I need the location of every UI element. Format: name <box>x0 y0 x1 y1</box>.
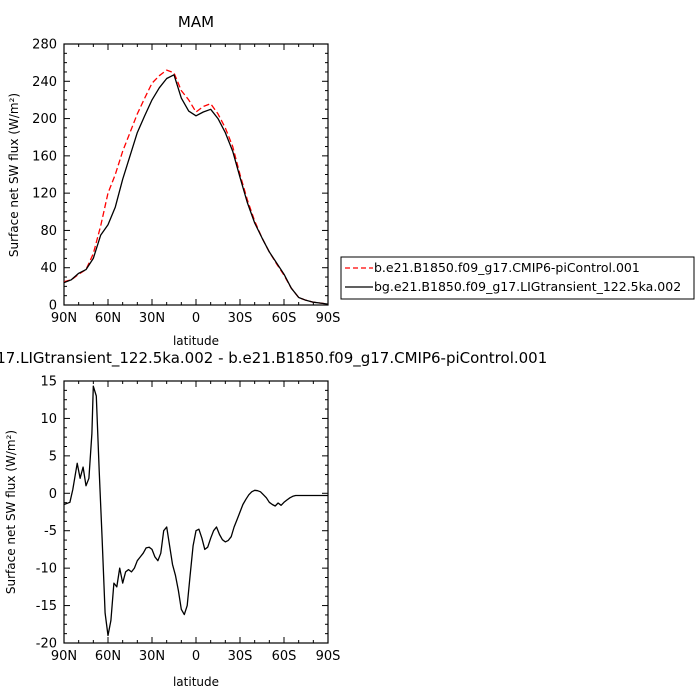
bottom-chart-y-tick-label: 0 <box>49 487 57 502</box>
bottom-chart-series-line-1 <box>63 385 328 637</box>
top-chart-series-line-2 <box>63 74 329 305</box>
top-chart-x-tick-label: 60S <box>272 311 297 326</box>
top-chart-x-tick-label: 0 <box>192 311 200 326</box>
bottom-chart-x-tick-label: 30N <box>139 649 165 664</box>
bottom-chart-y-tick-label: 5 <box>49 449 57 464</box>
bottom-chart-title: bg.e21.B1850.f09_g17.LIGtransient_122.5k… <box>0 349 547 368</box>
top-chart-series-line-1 <box>63 69 329 305</box>
bottom-plot-area: 90N 60N 30N 0 30S 60S 90S -20 -15 -10 -5 0 5 10 15 <box>36 375 341 665</box>
bottom-chart-x-tick-label: 60S <box>272 649 297 664</box>
top-chart-ylabel: Surface net SW flux (W/m²) <box>7 93 21 257</box>
bottom-chart-y-tick-label: 10 <box>40 412 57 427</box>
bottom-chart-y-tick-label: -20 <box>36 637 57 652</box>
top-chart-xlabel: latitude <box>173 334 219 348</box>
top-chart: MAM 90N 60N 30N 0 30S 60S 90S 0 40 80 120 160 200 240… <box>7 13 340 348</box>
top-chart-y-tick-label: 0 <box>49 299 57 314</box>
bottom-chart-y-tick-label: -15 <box>36 599 57 614</box>
bottom-chart-x-tick-label: 0 <box>192 649 200 664</box>
top-chart-y-tick-label: 280 <box>32 38 57 53</box>
bottom-chart-ylabel: Surface net SW flux (W/m²) <box>4 430 18 594</box>
bottom-chart-y-tick-label: -10 <box>36 562 57 577</box>
bottom-chart-ylabel-text: Surface net SW flux (W/m²) <box>4 430 18 594</box>
top-chart-y-tick-label: 80 <box>40 224 57 239</box>
legend-label-series-2: bg.e21.B1850.f09_g17.LIGtransient_122.5k… <box>374 279 681 294</box>
bottom-chart-x-tick-label: 90S <box>316 649 341 664</box>
top-chart-y-tick-label: 240 <box>32 75 57 90</box>
bottom-chart-xlabel: latitude <box>173 675 219 689</box>
top-chart-y-tick-label: 200 <box>32 112 57 127</box>
top-chart-y-tick-label: 40 <box>40 261 57 276</box>
top-chart-y-tick-label: 160 <box>32 149 57 164</box>
top-chart-x-tick-label: 30N <box>139 311 165 326</box>
bottom-chart-x-tick-label: 30S <box>228 649 253 664</box>
bottom-chart: bg.e21.B1850.f09_g17.LIGtransient_122.5k… <box>0 349 547 689</box>
legend-box <box>340 256 695 300</box>
bottom-chart-y-tick-label: 15 <box>40 375 57 390</box>
top-chart-y-tick-label: 120 <box>32 187 57 202</box>
bottom-chart-y-tick-label: -5 <box>44 524 57 539</box>
top-plot-area: 90N 60N 30N 0 30S 60S 90S 0 40 80 120 160 200 240 280 <box>32 38 340 327</box>
bottom-chart-x-tick-label: 60N <box>95 649 121 664</box>
top-chart-x-tick-label: 60N <box>95 311 121 326</box>
bottom-chart-x-tick-label: 90N <box>51 649 77 664</box>
bottom-chart-frame <box>63 380 329 644</box>
top-chart-ylabel-text: Surface net SW flux (W/m²) <box>7 93 21 257</box>
legend-label-series-1: b.e21.B1850.f09_g17.CMIP6-piControl.001 <box>374 260 640 275</box>
top-chart-x-tick-label: 90S <box>316 311 341 326</box>
top-chart-x-tick-label: 90N <box>51 311 77 326</box>
top-chart-frame <box>63 43 329 306</box>
legend: b.e21.B1850.f09_g17.CMIP6-piControl.001 … <box>340 256 695 300</box>
top-chart-x-tick-label: 30S <box>228 311 253 326</box>
top-chart-title: MAM <box>178 13 214 31</box>
